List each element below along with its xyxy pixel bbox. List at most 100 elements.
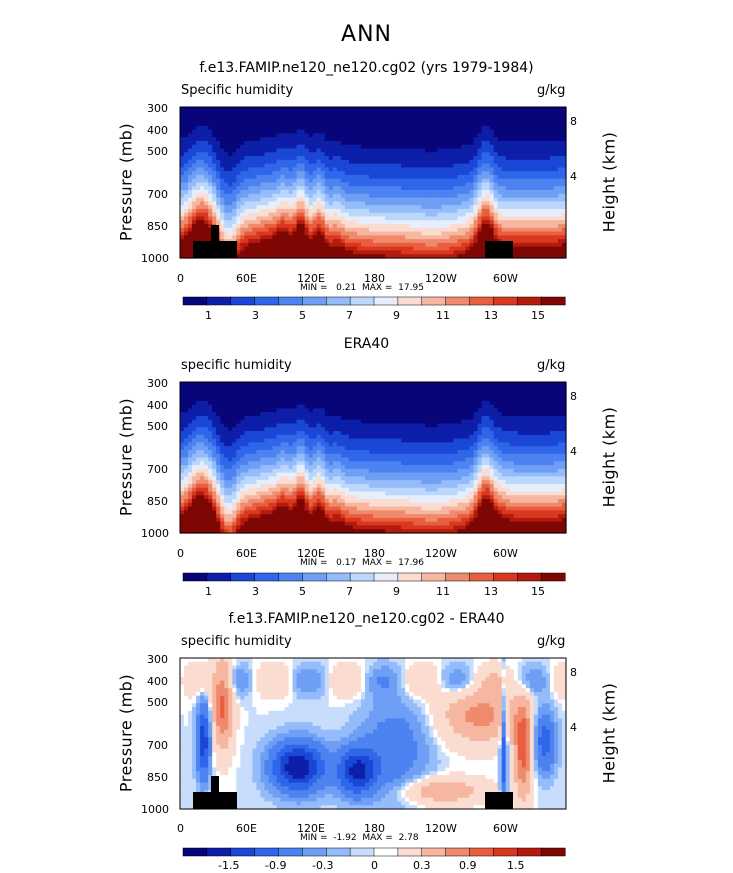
contour-cell (224, 205, 229, 210)
contour-cell (473, 174, 479, 180)
contour-cell (417, 129, 422, 135)
contour-cell (485, 201, 491, 206)
contour-cell (240, 174, 245, 180)
contour-cell (188, 423, 193, 428)
contour-cell (553, 110, 559, 116)
contour-cell (260, 178, 266, 184)
contour-cell (296, 419, 302, 425)
contour-cell (360, 212, 366, 218)
contour-cell (429, 122, 434, 127)
contour-cell (304, 163, 310, 169)
contour-cell (240, 163, 245, 169)
contour-cell (368, 400, 374, 406)
contour-cell (485, 144, 491, 150)
contour-cell (308, 171, 314, 176)
contour-cell (272, 227, 278, 233)
contour-cell (501, 224, 507, 229)
contour-cell (272, 167, 278, 172)
contour-cell (377, 385, 382, 391)
contour-cell (264, 205, 270, 210)
contour-cell (320, 182, 326, 187)
contour-cell (529, 208, 535, 214)
contour-cell (457, 412, 463, 417)
contour-cell (465, 250, 471, 255)
contour-cell (537, 182, 543, 187)
contour-cell (557, 208, 563, 214)
contour-cell (304, 389, 310, 394)
contour-cell (421, 163, 426, 169)
contour-cell (216, 212, 221, 218)
contour-cell (256, 163, 262, 169)
contour-cell (224, 186, 229, 191)
contour-cell (236, 182, 241, 187)
contour-cell (244, 408, 249, 413)
contour-cell (328, 419, 334, 425)
contour-cell (268, 208, 274, 214)
contour-cell (320, 389, 326, 394)
contour-cell (553, 122, 559, 127)
contour-cell (433, 107, 438, 112)
contour-cell (244, 186, 249, 191)
contour-cell (529, 197, 535, 202)
contour-cell (509, 404, 515, 410)
contour-cell (368, 110, 374, 116)
contour-cell (336, 110, 342, 116)
contour-cell (557, 220, 563, 225)
contour-cell (385, 186, 390, 191)
contour-cell (517, 385, 523, 391)
contour-cell (501, 182, 507, 187)
contour-cell (232, 137, 237, 142)
contour-cell (272, 118, 278, 123)
contour-cell (509, 163, 515, 169)
contour-cell (421, 242, 426, 248)
contour-cell (537, 152, 543, 157)
contour-cell (541, 197, 547, 202)
contour-cell (256, 107, 262, 112)
contour-cell (529, 397, 535, 402)
contour-cell (517, 163, 523, 169)
contour-cell (461, 159, 467, 165)
contour-cell (537, 224, 543, 229)
contour-cell (397, 201, 402, 206)
contour-cell (216, 107, 221, 112)
y-axis-title: Pressure (mb) (116, 122, 136, 242)
contour-cell (401, 385, 406, 391)
contour-cell (533, 235, 539, 240)
contour-cell (549, 212, 555, 218)
contour-cell (561, 415, 567, 421)
contour-cell (561, 152, 567, 157)
contour-cell (397, 224, 402, 229)
contour-cell (437, 382, 442, 387)
contour-cell (453, 235, 459, 240)
contour-cell (477, 231, 483, 236)
y-right-tick-8: 8 (570, 115, 577, 128)
contour-cell (340, 163, 346, 169)
contour-cell (288, 190, 294, 195)
contour-cell (316, 159, 322, 165)
contour-cell (284, 242, 290, 248)
contour-cell (344, 224, 350, 229)
contour-cell (184, 110, 189, 116)
contour-cell (280, 133, 286, 138)
contour-cell (373, 167, 378, 172)
contour-cell (352, 125, 358, 131)
contour-cell (425, 148, 430, 153)
contour-cell (473, 110, 479, 116)
contour-cell (381, 118, 386, 123)
contour-cell (364, 212, 370, 218)
contour-cell (324, 231, 330, 236)
contour-cell (296, 216, 302, 221)
contour-cell (360, 393, 366, 398)
contour-cell (260, 216, 266, 221)
contour-cell (264, 129, 270, 135)
contour-cell (553, 118, 559, 123)
contour-cell (272, 152, 278, 157)
contour-cell (300, 408, 306, 413)
contour-cell (385, 227, 390, 233)
contour-cell (244, 156, 249, 161)
contour-cell (453, 107, 459, 112)
contour-cell (320, 174, 326, 180)
contour-cell (461, 118, 467, 123)
contour-cell (360, 208, 366, 214)
contour-cell (441, 152, 446, 157)
